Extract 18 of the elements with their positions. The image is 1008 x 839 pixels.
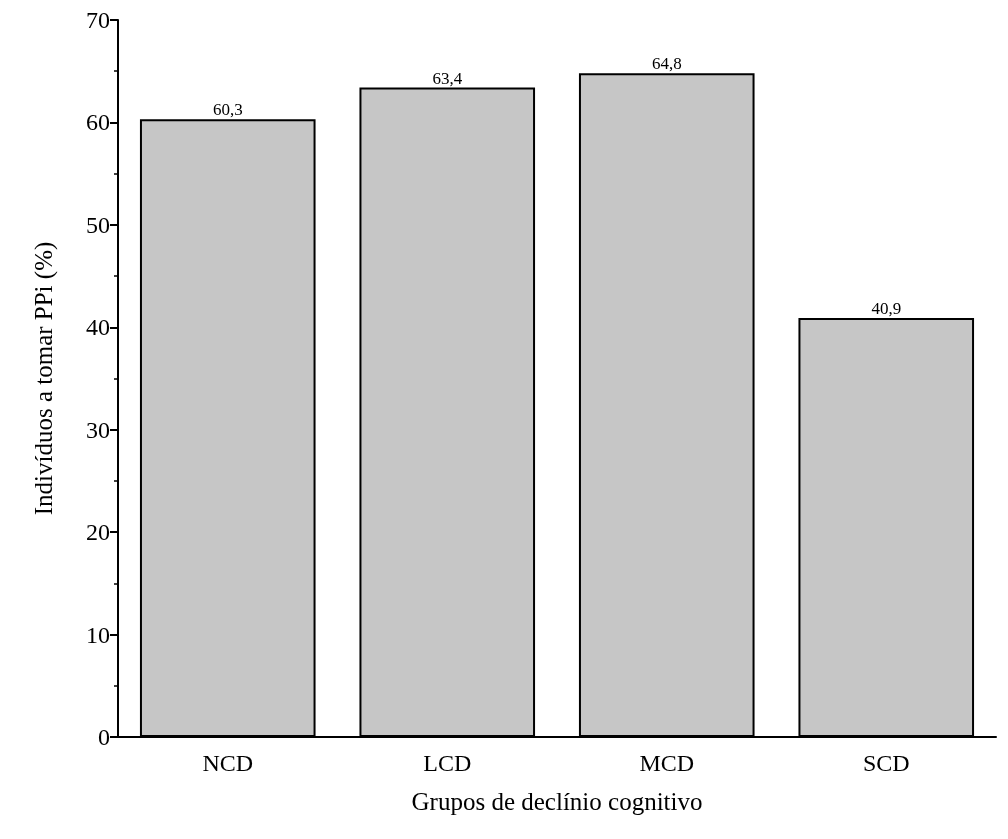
data-label: 63,4 xyxy=(432,68,463,88)
data-label: 60,3 xyxy=(212,100,243,120)
y-tick-label: 0 xyxy=(98,724,110,750)
y-tick-label: 10 xyxy=(86,621,110,648)
y-tick-label: 50 xyxy=(86,211,110,238)
y-tick-label: 40 xyxy=(86,314,110,341)
x-tick-label: MCD xyxy=(639,750,695,776)
data-label: 64,8 xyxy=(651,54,682,74)
y-axis-title: Indivíduos a tomar PPi (%) xyxy=(30,241,58,516)
x-axis-title: Grupos de declínio cognitivo xyxy=(411,788,703,815)
y-tick-label: 30 xyxy=(86,416,110,443)
y-tick-label: 20 xyxy=(86,519,110,546)
x-tick-label: LCD xyxy=(423,750,472,776)
x-tick-label: SCD xyxy=(862,750,910,776)
x-tick-label: NCD xyxy=(202,750,254,776)
data-label: 40,9 xyxy=(871,299,902,319)
y-tick-label: 70 xyxy=(86,7,110,33)
y-tick-label: 60 xyxy=(86,109,110,136)
